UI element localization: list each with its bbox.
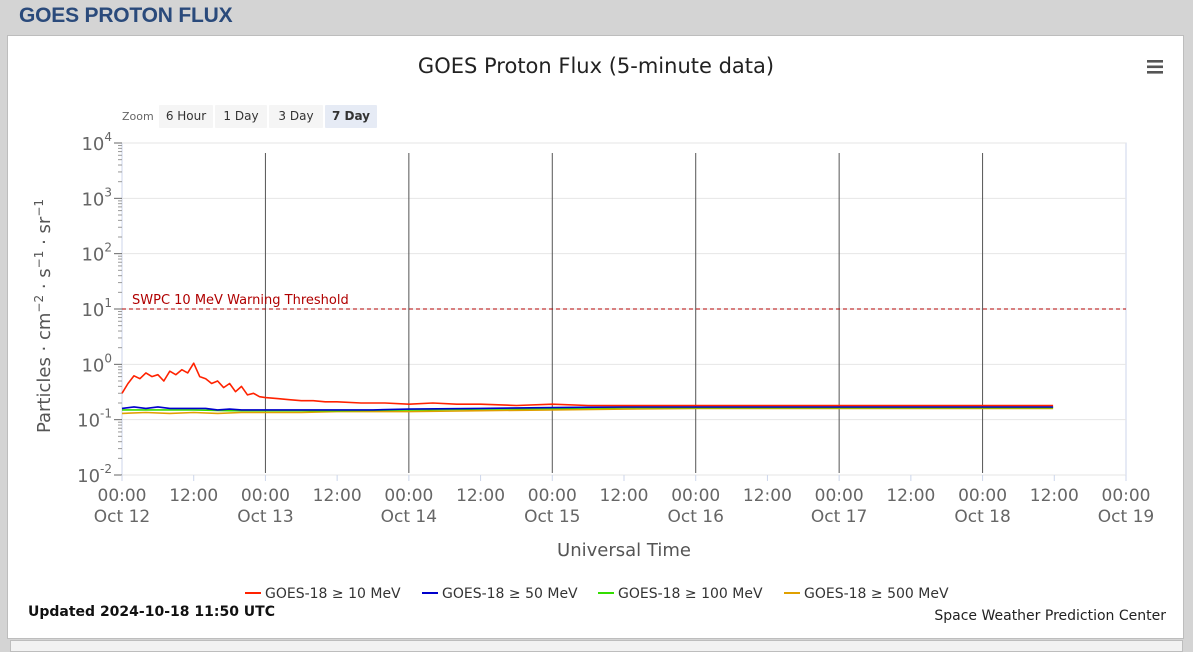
zoom-button-1-day[interactable]: 1 Day — [215, 105, 267, 128]
x-tick-date-label: Oct 15 — [524, 507, 580, 527]
zoom-buttons: 6 Hour 1 Day 3 Day 7 Day — [159, 105, 377, 128]
x-tick-date-label: Oct 13 — [237, 507, 293, 527]
zoom-button-bg[interactable] — [215, 105, 267, 128]
x-tick-time-label: 00:00 — [958, 486, 1007, 506]
x-tick-time-label: 12:00 — [886, 486, 935, 506]
legend-item[interactable]: GOES-18 ≥ 500 MeV — [784, 586, 949, 602]
zoom-label: Zoom — [122, 110, 154, 123]
legend-label[interactable]: GOES-18 ≥ 500 MeV — [804, 586, 949, 602]
hamburger-menu-icon[interactable] — [1147, 60, 1163, 74]
threshold-label: SWPC 10 MeV Warning Threshold — [132, 293, 349, 308]
y-tick-label: 102 — [81, 241, 112, 266]
legend-item[interactable]: GOES-18 ≥ 50 MeV — [422, 586, 578, 602]
series-line-1 — [121, 362, 1054, 407]
bottom-panel-edge — [10, 640, 1183, 652]
y-tick-label: 100 — [81, 351, 112, 376]
legend-item[interactable]: GOES-18 ≥ 100 MeV — [598, 586, 763, 602]
x-tick-date-label: Oct 18 — [954, 507, 1010, 527]
x-tick-time-label: 00:00 — [98, 486, 147, 506]
legend-label[interactable]: GOES-18 ≥ 50 MeV — [442, 586, 578, 602]
y-tick-label: 101 — [81, 296, 112, 321]
x-tick-time-label: 12:00 — [169, 486, 218, 506]
x-tick-time-label: 00:00 — [241, 486, 290, 506]
x-tick-time-label: 00:00 — [671, 486, 720, 506]
legend-item[interactable]: GOES-18 ≥ 10 MeV — [245, 586, 401, 602]
zoom-button-label[interactable]: 3 Day — [278, 109, 313, 123]
zoom-button-3-day[interactable]: 3 Day — [269, 105, 323, 128]
chart-title: GOES Proton Flux (5-minute data) — [418, 54, 774, 78]
x-tick-time-label: 12:00 — [1030, 486, 1079, 506]
x-tick-time-label: 12:00 — [313, 486, 362, 506]
zoom-button-label[interactable]: 6 Hour — [166, 109, 206, 123]
chart-legend: GOES-18 ≥ 10 MeV GOES-18 ≥ 50 MeV GOES-18 … — [245, 586, 949, 602]
credit-text: Space Weather Prediction Center — [934, 608, 1166, 624]
zoom-button-label[interactable]: 1 Day — [223, 109, 258, 123]
x-tick-date-label: Oct 19 — [1098, 507, 1154, 527]
y-tick-label: 104 — [81, 130, 112, 155]
series-line-2 — [121, 406, 1054, 411]
page-heading: GOES PROTON FLUX — [19, 4, 233, 27]
x-tick-time-label: 12:00 — [743, 486, 792, 506]
x-tick-date-label: Oct 16 — [667, 507, 723, 527]
x-tick-date-label: Oct 14 — [381, 507, 437, 527]
legend-label[interactable]: GOES-18 ≥ 10 MeV — [265, 586, 401, 602]
x-tick-time-label: 12:00 — [600, 486, 649, 506]
x-tick-time-label: 00:00 — [528, 486, 577, 506]
zoom-button-7-day[interactable]: 7 Day — [325, 105, 377, 128]
zoom-button-bg[interactable] — [325, 105, 377, 128]
x-tick-date-label: Oct 12 — [94, 507, 150, 527]
x-tick-date-label: Oct 17 — [811, 507, 867, 527]
zoom-button-label[interactable]: 7 Day — [332, 109, 370, 123]
legend-label[interactable]: GOES-18 ≥ 100 MeV — [618, 586, 763, 602]
zoom-button-6-hour[interactable]: 6 Hour — [159, 105, 213, 128]
updated-timestamp: Updated 2024-10-18 11:50 UTC — [28, 604, 275, 620]
y-tick-label: 103 — [81, 185, 112, 210]
y-axis-title: Particles · cm−2 · s−1 · sr−1 — [32, 199, 55, 433]
y-tick-label: 10-2 — [77, 462, 112, 487]
zoom-button-bg[interactable] — [269, 105, 323, 128]
x-tick-time-label: 00:00 — [1102, 486, 1151, 506]
x-axis-title: Universal Time — [557, 540, 691, 561]
x-tick-time-label: 00:00 — [815, 486, 864, 506]
y-tick-label: 10-1 — [77, 407, 112, 432]
x-tick-time-label: 12:00 — [456, 486, 505, 506]
x-tick-time-label: 00:00 — [384, 486, 433, 506]
zoom-button-bg[interactable] — [159, 105, 213, 128]
chart-panel: GOES Proton Flux (5-minute data) Zoom 6 … — [7, 35, 1184, 639]
proton-flux-chart: GOES Proton Flux (5-minute data) Zoom 6 … — [28, 54, 1166, 624]
